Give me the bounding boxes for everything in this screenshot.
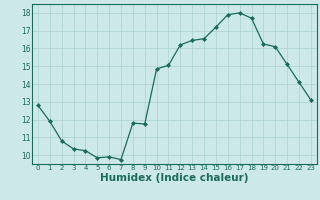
X-axis label: Humidex (Indice chaleur): Humidex (Indice chaleur) [100,173,249,183]
